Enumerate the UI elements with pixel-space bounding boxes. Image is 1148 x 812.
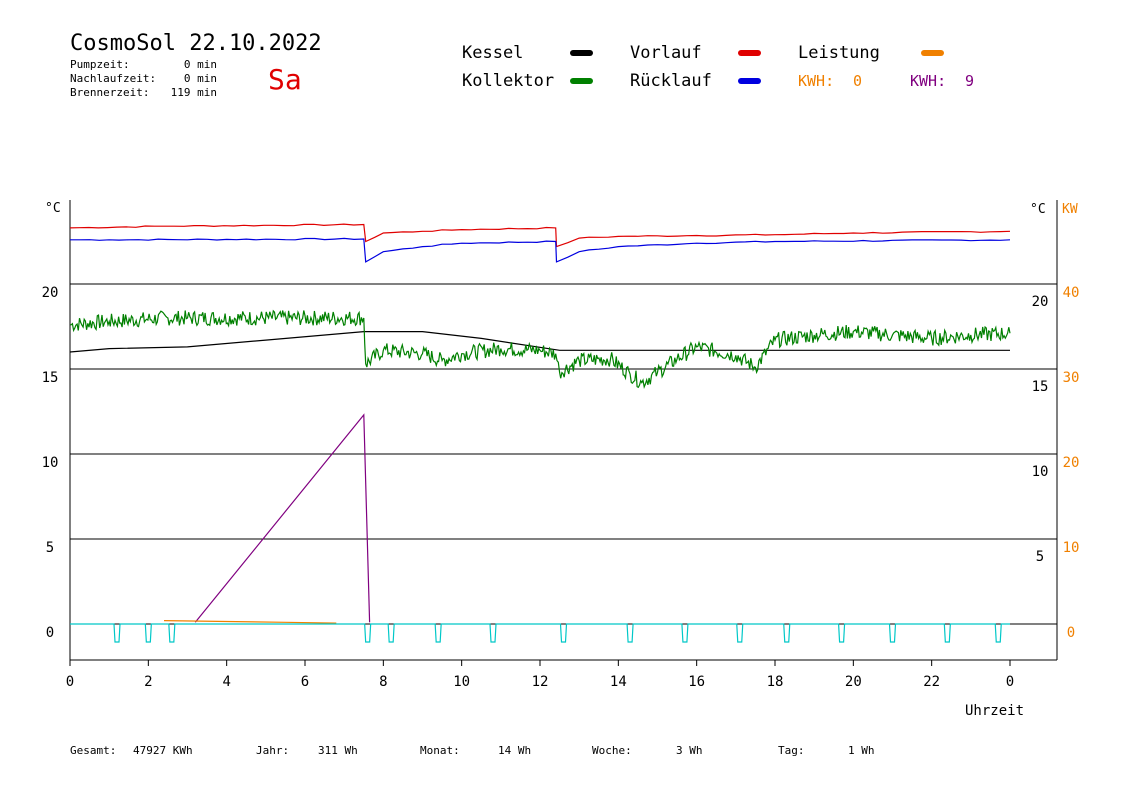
footer-monat-label: Monat: — [420, 744, 460, 757]
stat-nachlaufzeit-label: Nachlaufzeit: — [70, 72, 156, 85]
x-tick-label: 12 — [532, 674, 549, 690]
y-tick-label-right-power: 0 — [1067, 625, 1075, 641]
x-tick-label: 0 — [1006, 674, 1014, 690]
kwh-leistung-label: KWH: — [798, 72, 834, 90]
y-tick-label-right-temp: 15 — [1032, 379, 1049, 395]
series-line-kwh — [194, 413, 371, 623]
x-tick-label: 20 — [845, 674, 862, 690]
x-tick-label: 0 — [66, 674, 74, 690]
y-tick-label-right-temp: 20 — [1032, 294, 1049, 310]
stat-brennerzeit-value: 119 min — [171, 86, 217, 99]
x-tick-label: 14 — [610, 674, 627, 690]
right-axis-temp-unit: °C — [1030, 202, 1046, 217]
footer-jahr-value: 311 Wh — [318, 744, 358, 757]
weekday-label: Sa — [268, 63, 302, 96]
stat-nachlaufzeit-value: 0 min — [184, 72, 217, 85]
kwh-total-value: 9 — [965, 72, 974, 90]
x-tick-label: 8 — [379, 674, 387, 690]
stat-pumpzeit-label: Pumpzeit: — [70, 58, 130, 71]
x-tick-label: 18 — [767, 674, 784, 690]
x-tick-label: 6 — [301, 674, 309, 690]
legend: Kessel Vorlauf Leistung Kollektor Rückla… — [462, 43, 974, 91]
y-tick-label-left: 10 — [42, 455, 59, 471]
footer-monat-value: 14 Wh — [498, 744, 531, 757]
series-line-ruecklauf — [70, 237, 1011, 263]
chart-axes: 0 2 4 6 8 10 12 14 16 18 20 22 0 0 5 10 15 20 5 10 15 20 0 10 20… — [42, 200, 1080, 690]
legend-label-kollektor: Kollektor — [462, 71, 554, 91]
y-tick-label-right-temp: 10 — [1032, 464, 1049, 480]
y-tick-label-right-temp: 5 — [1036, 549, 1044, 565]
stat-brennerzeit-label: Brennerzeit: — [70, 86, 149, 99]
stats-block: Pumpzeit: 0 min Nachlaufzeit: 0 min Bren… — [70, 58, 217, 99]
footer-gesamt-label: Gesamt: — [70, 744, 116, 757]
x-tick-label: 4 — [222, 674, 230, 690]
right-axis-power-unit: KW — [1062, 202, 1078, 217]
chart-series — [69, 223, 1011, 643]
footer-woche-value: 3 Wh — [676, 744, 703, 757]
left-axis-unit: °C — [45, 201, 61, 216]
series-line-pumpe — [70, 623, 1010, 643]
footer-gesamt-value: 47927 KWh — [133, 744, 193, 757]
x-tick-label: 10 — [453, 674, 470, 690]
legend-label-vorlauf: Vorlauf — [630, 43, 702, 63]
y-tick-label-left: 20 — [42, 285, 59, 301]
x-axis-label: Uhrzeit — [965, 703, 1024, 719]
legend-label-kessel: Kessel — [462, 43, 523, 63]
y-tick-label-left: 0 — [46, 625, 54, 641]
y-tick-label-right-power: 40 — [1063, 285, 1080, 301]
legend-label-leistung: Leistung — [798, 43, 880, 63]
y-tick-label-left: 5 — [46, 540, 54, 556]
kwh-total-label: KWH: — [910, 72, 946, 90]
legend-label-ruecklauf: Rücklauf — [630, 71, 712, 91]
series-line-kollektor — [70, 309, 1011, 390]
series-line-leistung — [163, 620, 337, 624]
x-tick-label: 16 — [688, 674, 705, 690]
footer-totals: Gesamt: 47927 KWh Jahr: 311 Wh Monat: 14… — [70, 744, 875, 757]
series-line-vorlauf — [69, 223, 1011, 248]
chart-title: CosmoSol 22.10.2022 — [70, 31, 322, 56]
footer-tag-value: 1 Wh — [848, 744, 875, 757]
x-tick-label: 22 — [923, 674, 940, 690]
y-tick-label-right-power: 20 — [1063, 455, 1080, 471]
y-tick-label-right-power: 10 — [1063, 540, 1080, 556]
y-tick-label-left: 15 — [42, 370, 59, 386]
stat-pumpzeit-value: 0 min — [184, 58, 217, 71]
footer-tag-label: Tag: — [778, 744, 805, 757]
x-tick-label: 2 — [144, 674, 152, 690]
kwh-leistung-value: 0 — [853, 72, 862, 90]
y-tick-label-right-power: 30 — [1063, 370, 1080, 386]
footer-jahr-label: Jahr: — [256, 744, 289, 757]
footer-woche-label: Woche: — [592, 744, 632, 757]
